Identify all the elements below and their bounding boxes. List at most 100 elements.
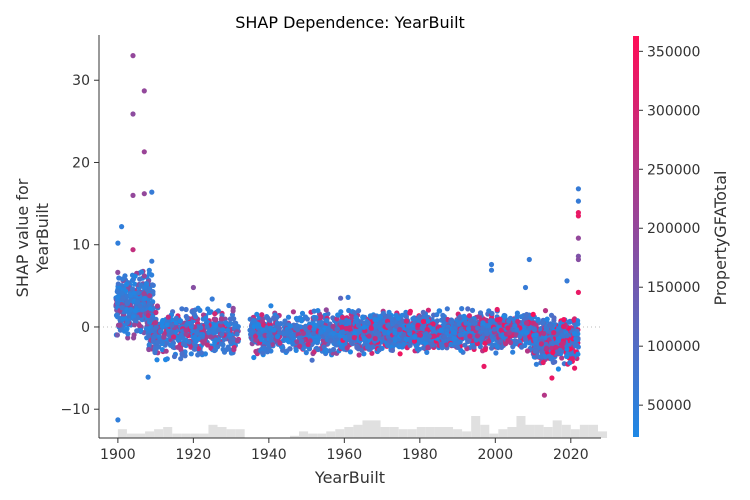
data-point bbox=[192, 307, 198, 313]
data-point bbox=[287, 346, 293, 352]
data-point bbox=[147, 293, 153, 299]
data-point bbox=[264, 314, 270, 320]
histogram-bar bbox=[190, 433, 200, 438]
data-point bbox=[524, 320, 530, 326]
data-point bbox=[134, 328, 140, 334]
data-point bbox=[312, 322, 318, 328]
data-point bbox=[527, 334, 533, 340]
data-point bbox=[514, 339, 520, 345]
data-point bbox=[369, 350, 375, 356]
data-point bbox=[213, 317, 219, 323]
data-point bbox=[518, 314, 524, 320]
data-point bbox=[146, 333, 152, 339]
data-point bbox=[524, 348, 531, 354]
histogram-bar bbox=[498, 429, 508, 438]
data-point bbox=[441, 320, 447, 326]
data-point bbox=[498, 327, 504, 333]
data-point bbox=[294, 339, 300, 345]
data-point bbox=[551, 330, 557, 336]
data-point bbox=[564, 353, 570, 360]
data-point bbox=[261, 322, 267, 328]
data-point bbox=[571, 317, 577, 323]
data-point bbox=[385, 342, 391, 348]
data-point bbox=[198, 325, 204, 331]
data-point bbox=[438, 327, 444, 333]
data-point bbox=[171, 353, 178, 360]
data-point bbox=[451, 329, 457, 335]
data-point bbox=[451, 335, 457, 342]
data-point bbox=[482, 347, 488, 353]
data-point bbox=[564, 278, 570, 284]
data-point bbox=[541, 392, 548, 398]
data-point bbox=[119, 290, 125, 296]
data-point bbox=[234, 338, 240, 344]
data-point bbox=[203, 315, 209, 321]
data-point bbox=[268, 325, 274, 331]
colorbar-tick-label: 350000 bbox=[647, 44, 700, 60]
data-point bbox=[494, 306, 500, 313]
data-point bbox=[251, 354, 257, 361]
data-point bbox=[141, 291, 147, 297]
data-point bbox=[455, 344, 461, 350]
data-point bbox=[330, 323, 336, 330]
data-point bbox=[386, 314, 392, 320]
data-point bbox=[356, 352, 362, 358]
data-point bbox=[305, 341, 311, 347]
y-axis-label-line-2: YearBuilt bbox=[33, 203, 52, 274]
data-point bbox=[555, 337, 562, 344]
data-point bbox=[473, 337, 479, 343]
data-point bbox=[465, 306, 471, 312]
data-point bbox=[115, 322, 122, 328]
data-point bbox=[209, 296, 215, 302]
data-point bbox=[132, 317, 138, 323]
data-point bbox=[407, 342, 413, 348]
data-point bbox=[544, 326, 550, 332]
histogram-bar bbox=[126, 433, 136, 438]
data-point bbox=[424, 326, 430, 333]
data-point bbox=[512, 323, 518, 329]
data-point bbox=[488, 267, 495, 273]
histogram-bar bbox=[181, 433, 191, 438]
data-point bbox=[399, 312, 405, 318]
data-point bbox=[311, 349, 317, 355]
data-point bbox=[575, 235, 582, 241]
data-point bbox=[506, 330, 512, 336]
data-point bbox=[141, 149, 147, 155]
data-point bbox=[393, 312, 399, 318]
data-point bbox=[146, 342, 152, 348]
data-point bbox=[178, 356, 184, 362]
data-point bbox=[124, 326, 130, 332]
data-point bbox=[148, 306, 154, 312]
data-point bbox=[506, 318, 512, 324]
data-point bbox=[466, 313, 472, 319]
histogram-bar bbox=[235, 429, 245, 438]
data-point bbox=[413, 343, 419, 349]
data-point bbox=[575, 351, 581, 357]
data-point bbox=[437, 308, 443, 314]
data-point bbox=[353, 314, 359, 320]
data-point bbox=[204, 342, 211, 348]
data-point bbox=[463, 320, 469, 326]
data-point bbox=[302, 314, 309, 320]
data-point bbox=[421, 345, 427, 351]
scatter-points bbox=[113, 53, 582, 423]
histogram-bar bbox=[462, 431, 472, 438]
histogram-bar bbox=[199, 433, 209, 438]
data-point bbox=[539, 349, 545, 355]
histogram-bar bbox=[407, 429, 417, 438]
data-point bbox=[405, 323, 412, 329]
data-point bbox=[124, 300, 130, 307]
histogram-bar bbox=[308, 433, 318, 438]
data-point bbox=[309, 357, 315, 363]
data-point bbox=[425, 344, 431, 350]
data-point bbox=[312, 316, 318, 322]
data-point bbox=[366, 333, 372, 339]
data-point bbox=[130, 192, 136, 198]
data-point bbox=[466, 337, 472, 343]
data-point bbox=[288, 332, 294, 338]
data-point bbox=[424, 349, 430, 355]
data-point bbox=[461, 313, 467, 319]
data-point bbox=[469, 307, 476, 313]
data-point bbox=[385, 322, 392, 328]
data-point bbox=[483, 329, 489, 335]
